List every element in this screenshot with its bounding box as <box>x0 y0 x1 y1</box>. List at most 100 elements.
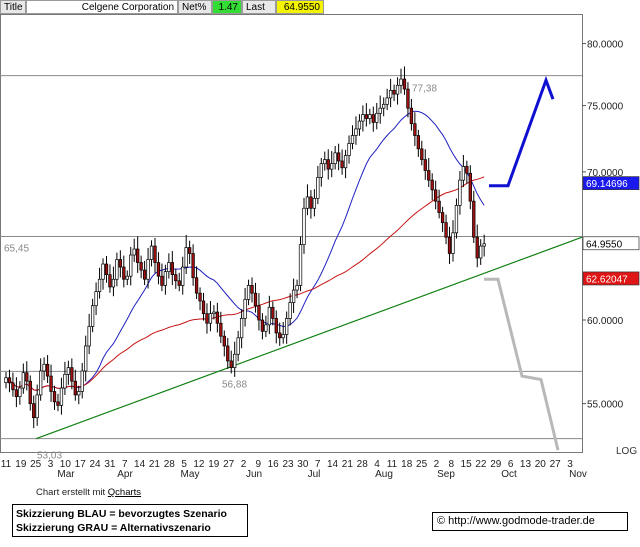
month-label: Nov <box>569 469 587 480</box>
candle-body <box>38 370 43 396</box>
candle-body <box>7 377 12 384</box>
website-box[interactable]: © http://www.godmode-trader.de <box>432 512 628 531</box>
month-label: Oct <box>501 469 517 480</box>
candle-body <box>340 160 344 169</box>
chart-grid <box>0 14 586 453</box>
candle-body <box>108 274 112 288</box>
x-tick-label: 7 <box>315 459 321 470</box>
x-tick-label: 12 <box>193 459 205 470</box>
candle-body <box>267 306 271 326</box>
support-2-label: 53,03 <box>37 451 62 462</box>
candle-body <box>156 262 161 277</box>
candle-body <box>28 380 32 404</box>
plot-frame <box>0 14 583 453</box>
candle-body <box>226 345 230 362</box>
x-tick-label: 25 <box>30 459 42 470</box>
candle-body <box>42 363 46 372</box>
scenario-grey-line <box>484 277 560 451</box>
credit-prefix: Chart erstellt mit <box>36 487 108 498</box>
candle-body <box>472 200 476 238</box>
candle-body <box>371 114 375 123</box>
x-tick-label: 21 <box>149 459 161 470</box>
candle-body <box>87 326 91 347</box>
candle-body <box>239 318 244 339</box>
candle-body <box>264 324 268 332</box>
candle-body <box>212 311 216 314</box>
qcharts-link[interactable]: Qcharts <box>107 487 142 498</box>
month-label: Sep <box>437 469 455 480</box>
candle-body <box>454 205 459 234</box>
candle-body <box>153 245 157 263</box>
candle-body <box>382 103 386 109</box>
candle-body <box>350 135 355 144</box>
x-tick-label: 19 <box>208 459 220 470</box>
candle-body <box>11 382 15 391</box>
x-tick-label: 14 <box>134 459 146 470</box>
candle-body <box>80 370 84 392</box>
x-tick-label: 27 <box>550 459 562 470</box>
chart-labels: 55.000060.000065.000070.000075.000080.00… <box>1 40 640 480</box>
candle-body <box>402 78 407 90</box>
candle-body <box>354 128 358 136</box>
x-tick-label: 29 <box>490 459 502 470</box>
x-tick-label: 23 <box>282 459 294 470</box>
website-url[interactable]: http://www.godmode-trader.de <box>448 515 595 527</box>
level-left-label: 65,45 <box>4 243 29 254</box>
x-tick-label: 28 <box>164 459 176 470</box>
x-tick-label: 11 <box>1 459 12 470</box>
x-tick-label: 31 <box>104 459 116 470</box>
candle-body <box>167 262 171 272</box>
candle-body <box>260 319 265 332</box>
candle-body <box>312 197 317 209</box>
candle-body <box>208 313 213 324</box>
y-tick-label: 55.0000 <box>587 400 624 411</box>
candle-body <box>146 259 150 280</box>
last-value: 64.9550 <box>276 0 324 14</box>
candle-body <box>385 97 389 105</box>
candle-body <box>330 163 334 170</box>
candle-body <box>177 280 181 286</box>
candle-body <box>378 107 382 114</box>
month-label: Jul <box>308 469 321 480</box>
red-ma-value-box <box>582 271 640 286</box>
candle-body <box>194 277 199 294</box>
candle-body <box>205 313 209 324</box>
candle-body <box>409 107 414 125</box>
x-tick-label: 22 <box>475 459 487 470</box>
candle-body <box>364 114 369 119</box>
x-tick-label: 9 <box>256 459 262 470</box>
candle-body <box>246 285 251 300</box>
candle-body <box>444 222 448 238</box>
x-tick-label: 10 <box>60 459 72 470</box>
candle-body <box>163 271 168 286</box>
x-tick-label: 25 <box>416 459 428 470</box>
candle-body <box>343 155 348 169</box>
net-label: Net% <box>178 0 212 14</box>
candle-body <box>160 275 164 286</box>
y-tick-label: 80.0000 <box>587 40 624 51</box>
candle-body <box>90 305 95 327</box>
x-tick-label: 8 <box>448 459 454 470</box>
candle-body <box>115 259 119 280</box>
y-tick-label: 75.0000 <box>587 102 624 113</box>
candle-body <box>32 403 36 419</box>
y-tick-label: 60.0000 <box>587 316 624 327</box>
candle-body <box>63 374 67 389</box>
trend-line <box>35 236 583 440</box>
scenario-blue-line <box>489 75 555 188</box>
last-price-value-box <box>582 236 640 251</box>
x-tick-label: 16 <box>268 459 280 470</box>
candle-body <box>468 172 472 202</box>
candle-body <box>59 387 64 406</box>
candle-body <box>250 285 254 294</box>
candle-body <box>479 245 483 259</box>
x-tick-label: 3 <box>567 459 573 470</box>
candle-body <box>326 159 330 170</box>
x-tick-label: 20 <box>535 459 547 470</box>
candle-body <box>18 387 22 398</box>
support-1-label: 56,88 <box>222 379 247 390</box>
candle-body <box>4 377 8 383</box>
month-label: May <box>181 469 200 480</box>
candle-body <box>291 289 296 303</box>
candle-body <box>271 306 275 319</box>
